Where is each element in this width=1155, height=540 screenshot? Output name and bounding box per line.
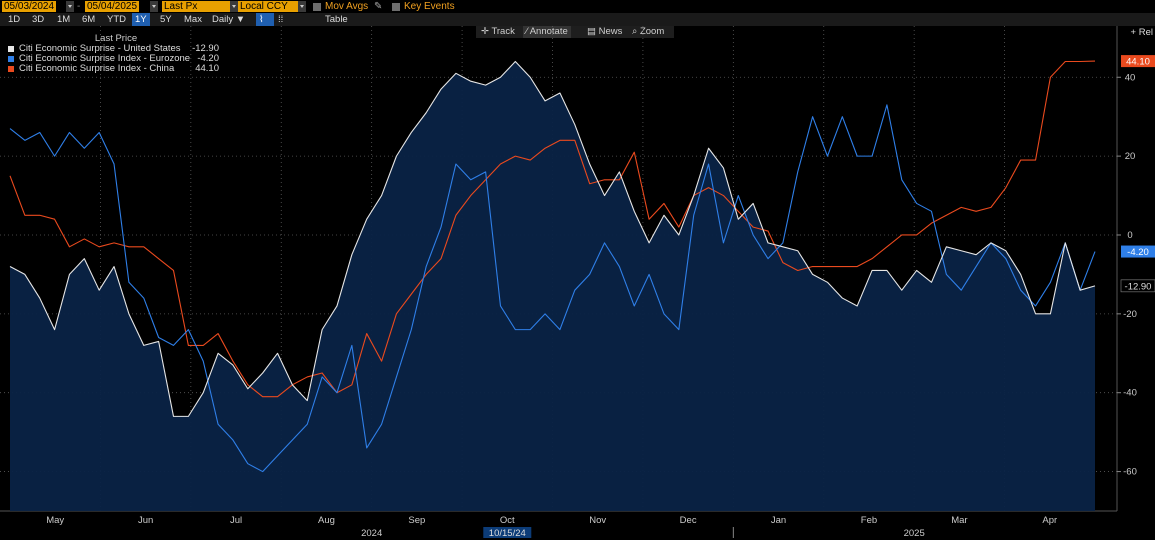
mov-avgs-checkbox-icon[interactable] [313, 3, 321, 11]
us-area-fill [10, 61, 1095, 512]
period-6m-button[interactable]: 6M [82, 14, 96, 25]
rel-label: Rel [1138, 27, 1153, 38]
year-label-2025: 2025 [904, 528, 925, 539]
track-tool-button[interactable]: ✛ Track [481, 26, 515, 37]
currency-dropdown-icon[interactable] [298, 1, 306, 12]
chart-area[interactable]: 40 20 0 -20 -40 -60 May Jun Jul Aug Sep Oct Nov Dec Ja… [0, 26, 1155, 540]
period-1d-button[interactable]: 1D [8, 14, 21, 25]
rel-button[interactable]: + Rel [1130, 27, 1153, 38]
last-value-label-eurozone: -4.20 [1127, 247, 1149, 258]
key-events-checkbox-icon[interactable] [392, 3, 400, 11]
top-toolbar: 05/03/2024 - 05/04/2025 Last Px Local CC… [0, 0, 1155, 13]
x-tick-label-0: May [46, 515, 64, 526]
y-tick-label-0: 40 [1125, 72, 1136, 83]
key-events-label[interactable]: Key Events [404, 1, 455, 12]
pencil-icon[interactable]: ✎ [374, 1, 383, 12]
legend-value-china: 44.10 [195, 63, 219, 74]
annotate-tool-label: Annotate [529, 26, 568, 37]
track-tool-label: Track [491, 26, 515, 37]
chart-tools-bar: ✛ Track ⁄ Annotate ▤ News ⌕ Zoom [476, 26, 674, 38]
period-3d-button[interactable]: 3D [32, 14, 45, 25]
last-value-tag-us [1120, 279, 1155, 293]
legend-entry-eurozone[interactable]: Citi Economic Surprise Index - Eurozone … [3, 54, 219, 64]
legend-entry-us[interactable]: Citi Economic Surprise - United States -… [3, 44, 219, 54]
start-date-calendar-icon[interactable] [66, 1, 74, 12]
last-value-label-china: 44.10 [1126, 57, 1150, 68]
x-tick-label-7: Dec [680, 515, 697, 526]
x-tick-label-11: Apr [1042, 515, 1057, 526]
x-tick-label-3: Aug [318, 515, 335, 526]
last-value-tag-china [1121, 55, 1155, 68]
currency-select[interactable]: Local CCY [238, 1, 300, 12]
news-tool-button[interactable]: ▤ News [587, 26, 623, 37]
y-tick-label-2: 0 [1127, 230, 1132, 241]
frequency-select[interactable]: Daily ▼ [212, 14, 246, 25]
x-tick-label-4: Sep [408, 515, 425, 526]
period-1m-button[interactable]: 1M [57, 14, 71, 25]
period-toolbar: 1D 3D 1M 6M YTD 1Y 5Y Max Daily ▼ ⌇ ⁞⁞ T… [0, 13, 1155, 38]
annotate-tool-button[interactable]: ⁄ Annotate [523, 26, 571, 38]
table-button[interactable]: Table [325, 14, 348, 25]
legend-title: Last Price [94, 33, 138, 44]
legend-swatch-us [8, 46, 14, 52]
series-line-eurozone[interactable] [9, 104, 1096, 473]
end-date-calendar-icon[interactable] [150, 1, 158, 12]
frequency-label: Daily [212, 14, 234, 25]
x-tick-label-9: Feb [861, 515, 877, 526]
price-field-dropdown-icon[interactable] [230, 1, 238, 12]
end-date-field[interactable]: 05/04/2025 [85, 1, 140, 12]
legend-name-us: Citi Economic Surprise - United States [19, 43, 181, 54]
date-separator: - [77, 1, 81, 12]
zoom-tool-button[interactable]: ⌕ Zoom [632, 26, 665, 37]
legend-swatch-eurozone [8, 56, 14, 62]
x-tick-label-2: Jul [230, 515, 242, 526]
x-tick-label-10: Mar [951, 515, 967, 526]
x-tick-label-8: Jan [771, 515, 786, 526]
mov-avgs-label[interactable]: Mov Avgs [325, 1, 369, 12]
x-axis-band [0, 511, 1155, 540]
period-1y-button[interactable]: 1Y [132, 13, 150, 26]
price-field-select[interactable]: Last Px [162, 1, 231, 12]
period-ytd-button[interactable]: YTD [107, 14, 126, 25]
series-line-us[interactable] [9, 60, 1096, 417]
start-date-field[interactable]: 05/03/2024 [2, 1, 57, 12]
x-tick-label-5: Oct [500, 515, 515, 526]
legend-value-eurozone: -4.20 [197, 53, 219, 64]
x-tick-label-6: Nov [589, 515, 606, 526]
legend-swatch-china [8, 66, 14, 72]
period-max-button[interactable]: Max [184, 14, 202, 25]
y-tick-label-3: -20 [1123, 309, 1137, 320]
legend: Last Price Citi Economic Surprise - Unit… [3, 34, 219, 74]
last-value-tag-eurozone [1121, 245, 1155, 258]
line-chart-icon[interactable]: ⌇ [256, 13, 274, 26]
period-5y-button[interactable]: 5Y [160, 14, 172, 25]
series-line-china[interactable] [9, 60, 1096, 398]
legend-name-eurozone: Citi Economic Surprise Index - Eurozone [19, 53, 191, 64]
crosshair-date-box [483, 527, 532, 538]
crosshair-date-label: 10/15/24 [489, 528, 526, 539]
y-tick-label-1: 20 [1125, 151, 1136, 162]
zoom-tool-label: Zoom [639, 26, 665, 37]
year-label-2024: 2024 [361, 528, 382, 539]
y-tick-label-5: -60 [1123, 467, 1137, 478]
legend-name-china: Citi Economic Surprise Index - China [19, 63, 175, 74]
x-tick-label-1: Jun [138, 515, 153, 526]
y-tick-label-4: -40 [1123, 388, 1137, 399]
last-value-label-us: -12.90 [1125, 281, 1152, 292]
legend-value-us: -12.90 [192, 43, 219, 54]
chart-style-icon[interactable]: ⁞⁞ [278, 14, 284, 25]
legend-entry-china[interactable]: Citi Economic Surprise Index - China 44.… [3, 64, 219, 74]
news-tool-label: News [598, 26, 623, 37]
